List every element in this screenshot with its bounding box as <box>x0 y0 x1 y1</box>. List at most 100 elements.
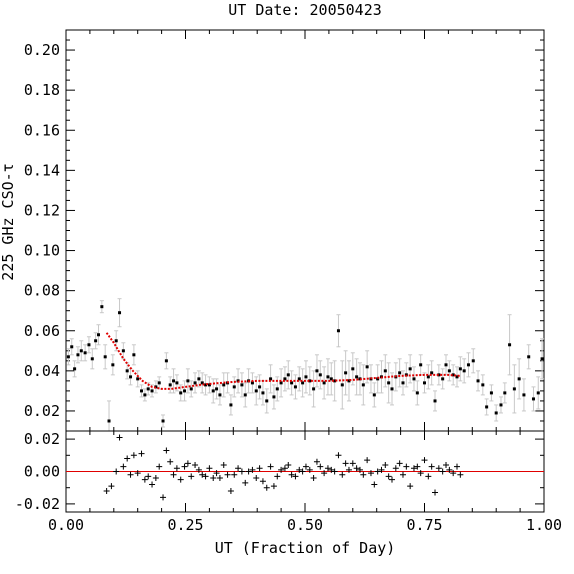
residual-point <box>331 468 338 475</box>
x-tick-label: 0.25 <box>167 516 203 534</box>
data-point <box>408 367 412 371</box>
y-tick-label: 0.18 <box>24 81 60 99</box>
data-point <box>83 351 87 355</box>
fit-curve <box>105 332 461 390</box>
data-point <box>70 345 74 349</box>
residual-point <box>428 463 435 470</box>
data-point <box>286 373 290 377</box>
x-tick-label: 0.75 <box>406 516 442 534</box>
residual-point <box>353 465 360 472</box>
data-point <box>172 379 176 383</box>
data-point <box>512 387 516 391</box>
data-point <box>499 403 503 407</box>
data-point <box>111 363 115 367</box>
residual-point <box>310 474 317 481</box>
residual-point <box>188 473 195 480</box>
residual-point <box>342 460 349 467</box>
data-point <box>398 371 402 375</box>
residual-point <box>108 483 115 490</box>
data-point <box>322 381 326 385</box>
residual-point <box>113 468 120 475</box>
residual-point <box>364 457 371 464</box>
data-point <box>222 383 226 387</box>
residual-point <box>306 466 313 473</box>
residual-point <box>256 465 263 472</box>
residual-point <box>242 479 249 486</box>
residual-point <box>163 447 170 454</box>
data-point <box>458 367 462 371</box>
residual-point <box>231 471 238 478</box>
data-point <box>344 371 348 375</box>
residual-point <box>432 489 439 496</box>
residual-point <box>292 473 299 480</box>
data-point <box>415 391 419 395</box>
residual-point <box>378 466 385 473</box>
data-point <box>444 363 448 367</box>
data-point <box>229 403 233 407</box>
residual-point <box>167 458 174 465</box>
data-point <box>476 379 480 383</box>
residual-point <box>270 483 277 490</box>
data-point <box>129 375 133 379</box>
residual-point <box>281 465 288 472</box>
residual-point <box>213 470 220 477</box>
residual-point <box>285 462 292 469</box>
residual-point <box>454 463 461 470</box>
residual-point <box>410 465 417 472</box>
data-point <box>376 377 380 381</box>
residual-point <box>388 476 395 483</box>
data-point <box>466 363 470 367</box>
data-point <box>269 377 273 381</box>
y-tick-label: 0.16 <box>24 121 60 139</box>
data-point <box>318 373 322 377</box>
data-point <box>87 343 91 347</box>
data-point <box>326 375 330 379</box>
residual-point <box>216 474 223 481</box>
data-point <box>441 377 445 381</box>
data-point <box>207 383 211 387</box>
data-point <box>76 353 80 357</box>
data-point <box>164 359 168 363</box>
data-point <box>489 391 493 395</box>
data-point <box>503 391 507 395</box>
data-point <box>522 393 526 397</box>
x-tick-label: 0.00 <box>48 516 84 534</box>
residual-point <box>349 460 356 467</box>
residual-point <box>324 465 331 472</box>
data-point <box>471 359 475 363</box>
data-point <box>90 357 94 361</box>
data-point <box>329 377 333 381</box>
residual-point <box>435 465 442 472</box>
data-point <box>297 377 301 381</box>
data-point <box>430 371 434 375</box>
data-point <box>290 381 294 385</box>
data-point <box>336 329 340 333</box>
data-point <box>312 387 316 391</box>
residual-point <box>317 463 324 470</box>
residual-point <box>181 463 188 470</box>
residual-point <box>356 466 363 473</box>
residual-point <box>206 465 213 472</box>
residual-point <box>328 466 335 473</box>
data-point <box>114 339 118 343</box>
y-tick-label: 0.10 <box>24 242 60 260</box>
residual-point <box>141 476 148 483</box>
data-point <box>390 387 394 391</box>
residual-point <box>407 483 414 490</box>
residual-point <box>199 471 206 478</box>
data-point <box>168 383 172 387</box>
data-point <box>517 377 521 381</box>
residual-point <box>439 468 446 475</box>
residual-point <box>288 471 295 478</box>
data-point <box>121 349 125 353</box>
data-point <box>494 411 498 415</box>
data-point <box>258 385 262 389</box>
data-point <box>531 397 535 401</box>
data-point <box>118 311 122 315</box>
data-point <box>433 399 437 403</box>
data-point <box>315 369 319 373</box>
residual-point <box>149 481 156 488</box>
data-point <box>66 355 70 359</box>
data-point <box>536 391 540 395</box>
residual-point <box>321 470 328 477</box>
